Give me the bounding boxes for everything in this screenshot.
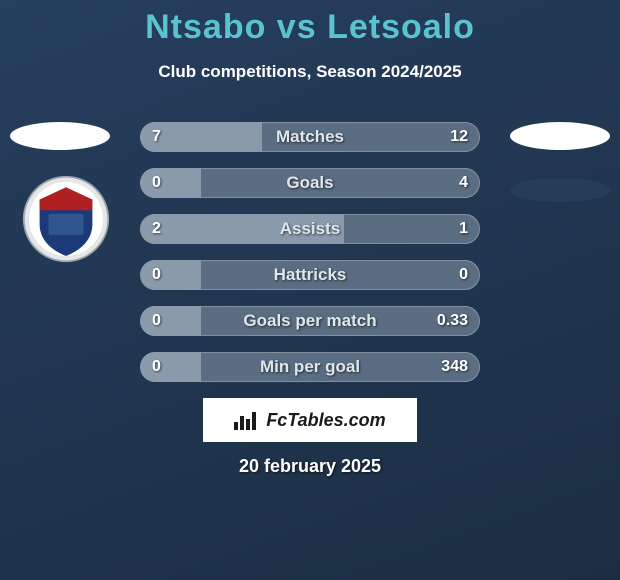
page-title: Ntsabo vs Letsoalo <box>0 8 620 47</box>
stat-row: 21Assists <box>140 214 480 244</box>
placeholder-ellipse-mid-right <box>510 178 610 202</box>
stat-row: 00.33Goals per match <box>140 306 480 336</box>
club-crest-left <box>22 175 110 263</box>
bars-icon <box>234 410 260 430</box>
stat-row: 712Matches <box>140 122 480 152</box>
date-text: 20 february 2025 <box>0 456 620 477</box>
crest-icon <box>22 175 110 263</box>
stat-label: Matches <box>140 122 480 152</box>
stat-label: Goals per match <box>140 306 480 336</box>
stat-row: 00Hattricks <box>140 260 480 290</box>
stat-row: 04Goals <box>140 168 480 198</box>
logo-text: FcTables.com <box>266 410 385 431</box>
placeholder-ellipse-top-left <box>10 122 110 150</box>
placeholder-ellipse-top-right <box>510 122 610 150</box>
stat-label: Hattricks <box>140 260 480 290</box>
fctables-logo: FcTables.com <box>203 398 417 442</box>
subtitle: Club competitions, Season 2024/2025 <box>0 62 620 82</box>
stat-row: 0348Min per goal <box>140 352 480 382</box>
stats-bars: 712Matches 04Goals 21Assists 00Hattricks 00.… <box>140 122 480 398</box>
stat-label: Min per goal <box>140 352 480 382</box>
stat-label: Goals <box>140 168 480 198</box>
stat-label: Assists <box>140 214 480 244</box>
